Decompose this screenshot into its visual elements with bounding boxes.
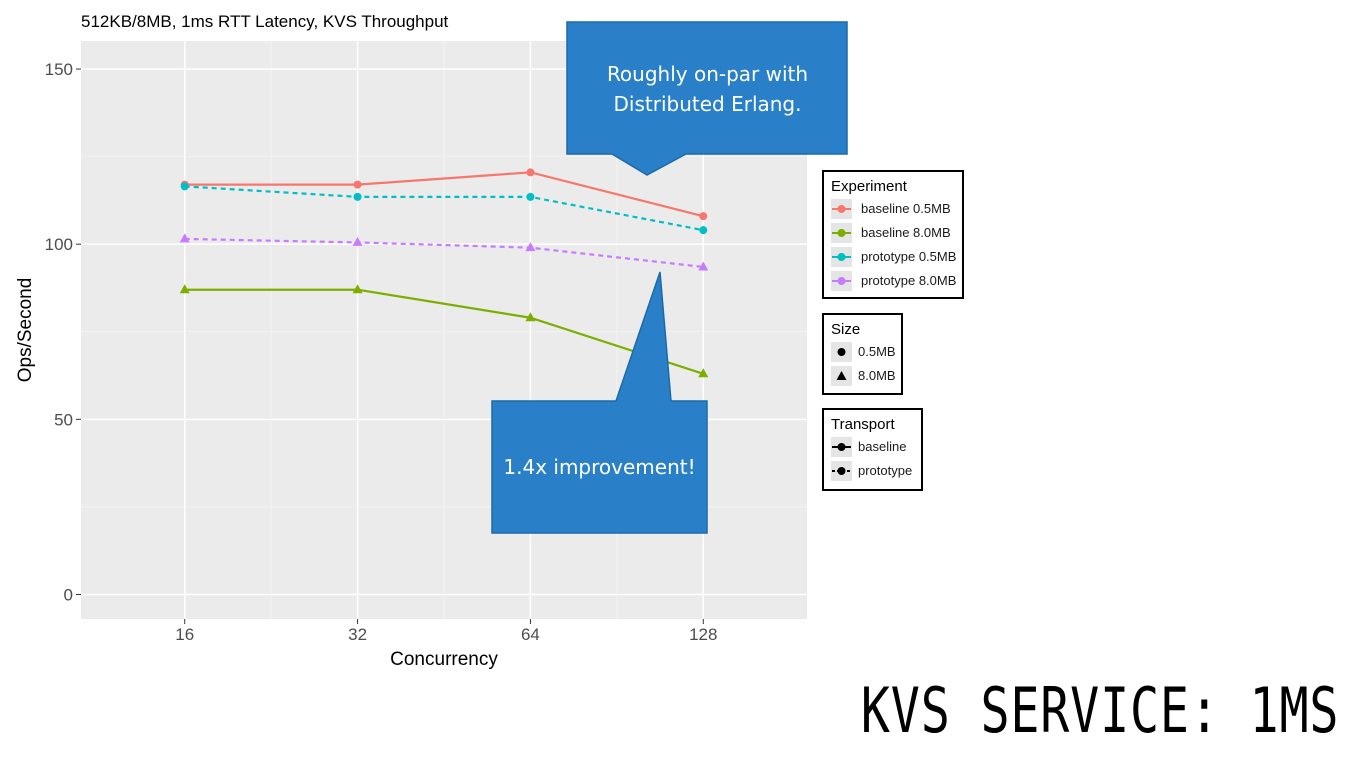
x-tick-label: 32 — [348, 625, 367, 644]
legend-item: baseline — [824, 435, 921, 459]
legend-label: baseline — [858, 439, 907, 454]
legend-item: 8.0MB — [824, 364, 901, 388]
callout-improvement-shape — [491, 271, 708, 534]
data-point — [526, 192, 535, 201]
chart-title: 512KB/8MB, 1ms RTT Latency, KVS Throughp… — [81, 12, 449, 31]
legend-item: prototype 8.0MB — [824, 269, 962, 293]
x-tick-label: 64 — [521, 625, 540, 644]
data-point — [180, 182, 189, 191]
data-point — [525, 312, 536, 322]
legend-item: baseline 0.5MB — [824, 197, 962, 221]
legend-key — [831, 271, 852, 291]
y-axis-label: Ops/Second — [15, 278, 36, 383]
callout-improvement-text: 1.4x improvement! — [503, 455, 696, 479]
series-layer — [179, 168, 709, 378]
solid-line-icon — [831, 437, 852, 457]
legend-experiment-title: Experiment — [831, 178, 907, 195]
legend-label: prototype — [858, 463, 913, 478]
data-point — [179, 233, 190, 243]
legend-label: 8.0MB — [858, 368, 896, 383]
series-line — [184, 171, 704, 218]
callout-onpar — [566, 21, 848, 176]
legend-item: baseline 8.0MB — [824, 221, 962, 245]
data-point — [352, 236, 363, 246]
legend-size-title: Size — [831, 321, 861, 338]
series-line — [184, 288, 704, 375]
x-axis-label: Concurrency — [390, 649, 498, 670]
legend-label: prototype 8.0MB — [861, 273, 957, 288]
callout-onpar-shape — [566, 21, 848, 176]
data-point — [179, 284, 190, 294]
legend-transport: Transport baseline prototype — [822, 408, 923, 491]
data-point — [525, 242, 536, 252]
y-tick-label: 0 — [64, 585, 73, 604]
legend-transport-title: Transport — [831, 416, 895, 433]
data-point — [526, 168, 535, 177]
series-line — [184, 237, 704, 269]
dashed-line-icon — [831, 461, 852, 481]
legend-label: baseline 8.0MB — [861, 225, 951, 240]
data-point — [698, 368, 709, 378]
data-point — [353, 192, 362, 201]
x-tick-label: 16 — [175, 625, 194, 644]
legend-key — [831, 247, 852, 267]
y-tick-label: 150 — [45, 60, 73, 79]
slide-title: KVS SERVICE: 1MS — [860, 674, 1339, 747]
legend-item: 0.5MB — [824, 340, 901, 364]
legend-key — [831, 199, 852, 219]
y-axis: 0 50 100 150 — [45, 60, 81, 604]
x-axis: 16 32 64 128 — [175, 619, 717, 644]
legend-experiment: Experiment baseline 0.5MB baseline 8.0MB… — [822, 170, 964, 299]
legend-label: baseline 0.5MB — [861, 201, 951, 216]
legend-key — [831, 223, 852, 243]
data-point — [352, 284, 363, 294]
y-tick-label: 50 — [54, 410, 73, 429]
y-tick-label: 100 — [45, 235, 73, 254]
legend-item: prototype — [824, 459, 921, 483]
legend-size: Size 0.5MB 8.0MB — [822, 313, 903, 395]
data-point — [353, 180, 362, 189]
triangle-marker-icon — [831, 366, 852, 386]
data-point — [698, 261, 709, 271]
data-point — [699, 226, 708, 235]
legend-label: prototype 0.5MB — [861, 249, 957, 264]
series-line — [184, 185, 704, 232]
data-point — [699, 212, 708, 221]
callout-onpar-text: Roughly on-par with Distributed Erlang. — [606, 62, 809, 116]
legend-item: prototype 0.5MB — [824, 245, 962, 269]
circle-marker-icon — [831, 342, 852, 362]
legend-label: 0.5MB — [858, 344, 896, 359]
x-tick-label: 128 — [689, 625, 717, 644]
